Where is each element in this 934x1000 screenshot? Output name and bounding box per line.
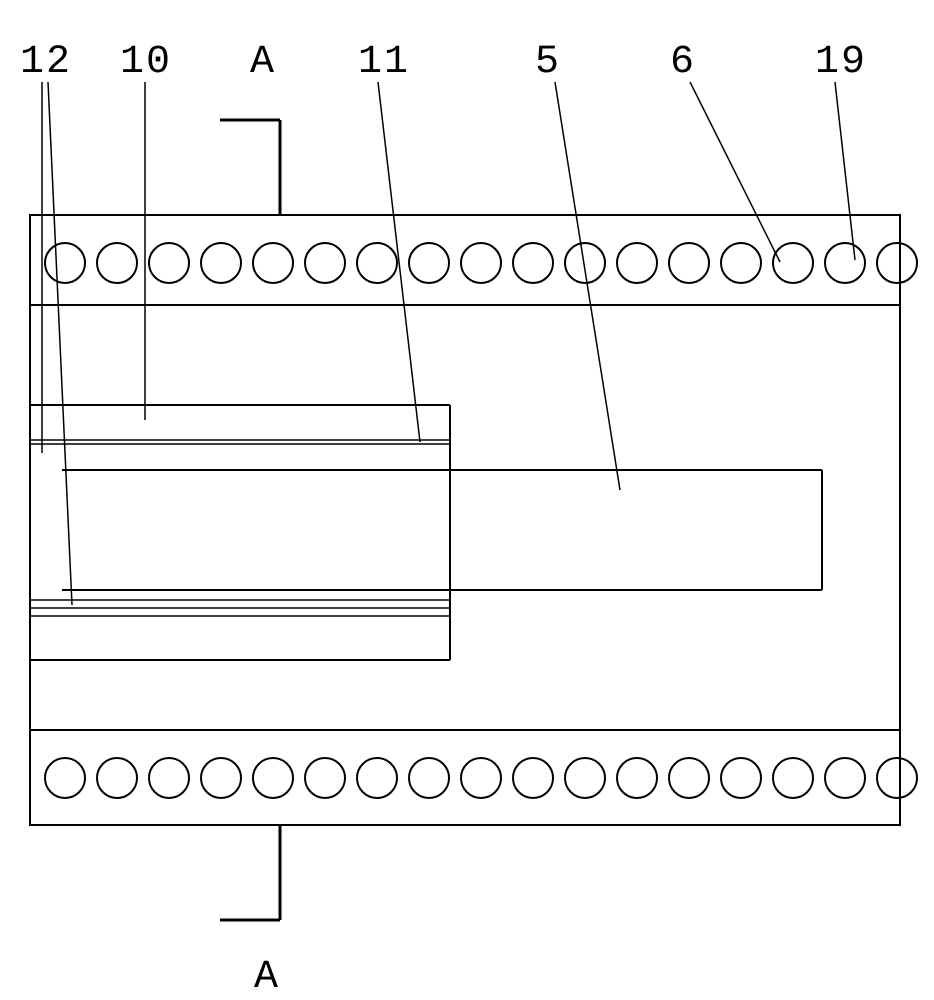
label-5: 5 [535,40,561,85]
label-19: 19 [815,40,867,85]
label-12: 12 [20,40,72,85]
label-11: 11 [358,40,410,85]
label-6: 6 [670,40,696,85]
label-10: 10 [120,40,172,85]
label-A-bottom: A [254,955,280,1000]
label-A-top: A [250,40,276,85]
technical-drawing [0,0,934,1000]
